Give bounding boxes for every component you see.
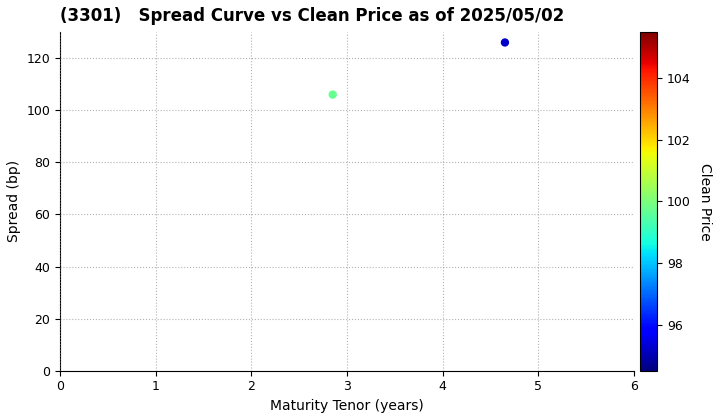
Point bbox=[499, 39, 510, 46]
Y-axis label: Clean Price: Clean Price bbox=[698, 163, 711, 240]
X-axis label: Maturity Tenor (years): Maturity Tenor (years) bbox=[270, 399, 424, 413]
Point bbox=[327, 91, 338, 98]
Text: (3301)   Spread Curve vs Clean Price as of 2025/05/02: (3301) Spread Curve vs Clean Price as of… bbox=[60, 7, 564, 25]
Y-axis label: Spread (bp): Spread (bp) bbox=[7, 160, 21, 242]
